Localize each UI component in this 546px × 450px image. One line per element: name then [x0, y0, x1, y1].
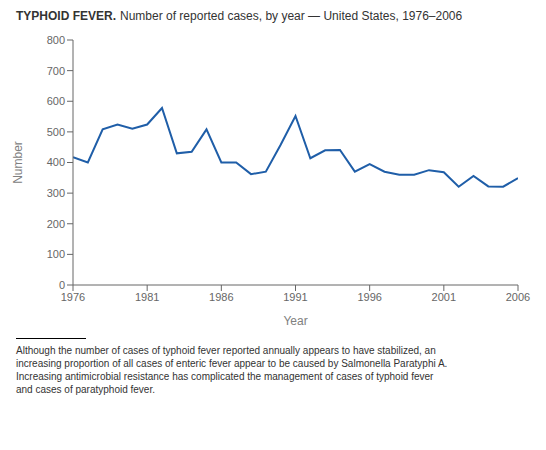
svg-text:200: 200	[47, 218, 65, 230]
html-text:increasing proportion of all c: increasing proportion of all cases of en…	[16, 358, 448, 369]
svg-text:100: 100	[47, 248, 65, 260]
svg-text:700: 700	[47, 65, 65, 77]
svg-text:2001: 2001	[432, 291, 456, 303]
html-text:and cases of paratyphoid fever: and cases of paratyphoid fever.	[16, 384, 155, 395]
html-text:TYPHOID FEVER. Number of repor: TYPHOID FEVER. Number of reported cases,…	[16, 9, 463, 23]
svg-text:Year: Year	[283, 314, 307, 328]
svg-text:800: 800	[47, 34, 65, 46]
svg-text:300: 300	[47, 187, 65, 199]
svg-text:2006: 2006	[506, 291, 530, 303]
svg-text:1991: 1991	[283, 291, 307, 303]
html-text:Although the number of cases o: Although the number of cases of typhoid …	[16, 345, 436, 356]
html-text:Increasing antimicrobial resis: Increasing antimicrobial resistance has …	[16, 371, 434, 382]
svg-text:400: 400	[47, 156, 65, 168]
svg-text:500: 500	[47, 126, 65, 138]
svg-text:0: 0	[59, 279, 65, 291]
svg-text:1986: 1986	[209, 291, 233, 303]
svg-text:1981: 1981	[135, 291, 159, 303]
svg-text:600: 600	[47, 95, 65, 107]
svg-text:Number: Number	[11, 141, 25, 184]
svg-text:1976: 1976	[61, 291, 85, 303]
svg-text:1996: 1996	[357, 291, 381, 303]
